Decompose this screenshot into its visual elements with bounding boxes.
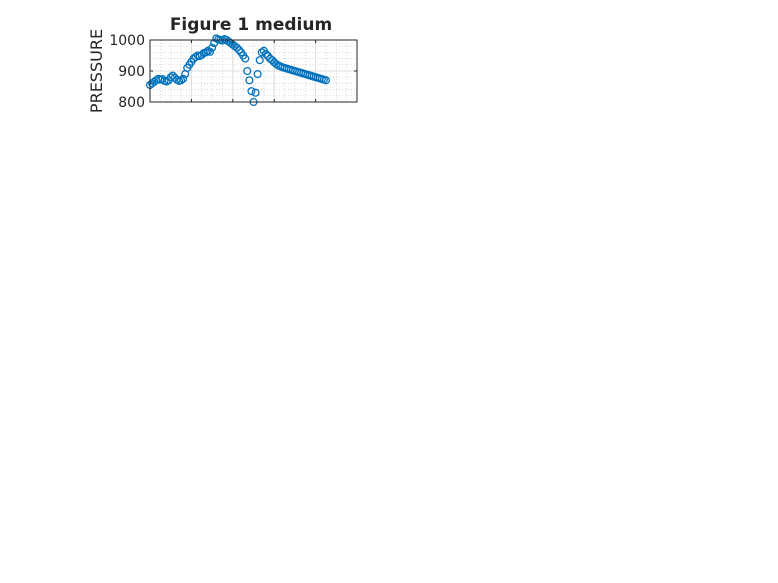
data-point — [208, 43, 217, 52]
data-point — [177, 76, 186, 85]
data-point — [257, 48, 266, 57]
data-point — [251, 88, 260, 97]
data-point — [245, 76, 254, 85]
data-point — [168, 71, 177, 80]
data-point — [255, 56, 264, 65]
ytick-label: 1000 — [109, 33, 145, 49]
data-point — [253, 70, 262, 79]
ytick-label: 900 — [118, 64, 145, 80]
data-point — [205, 47, 215, 56]
data-point — [247, 87, 256, 96]
data-point — [179, 74, 188, 83]
data-point — [321, 76, 331, 85]
data-point — [263, 52, 273, 61]
ylabel: PRESSURE — [87, 29, 106, 113]
data-point — [232, 43, 241, 52]
data-point — [241, 54, 250, 63]
ylabel-main: PRESSURE — [87, 29, 106, 113]
figure-title: Figure 1 medium — [170, 15, 332, 35]
data-point — [234, 45, 244, 54]
data-point — [201, 48, 210, 57]
data-point — [197, 50, 206, 59]
ytick-label: 800 — [118, 95, 145, 111]
data-point — [261, 49, 270, 58]
data-point — [268, 56, 277, 65]
data-point — [243, 66, 252, 76]
